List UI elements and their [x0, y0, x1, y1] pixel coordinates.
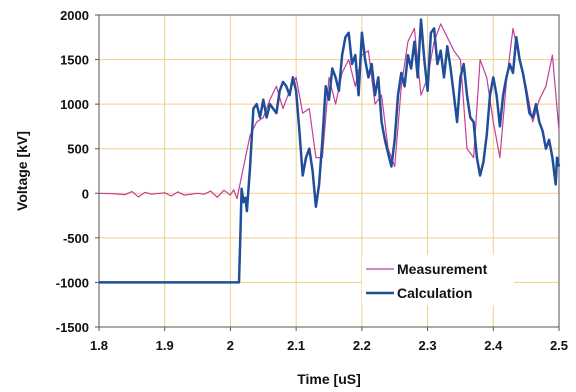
legend-background [362, 255, 514, 305]
y-tick-label: 0 [82, 186, 89, 201]
x-tick-label: 1.9 [156, 338, 174, 353]
legend-label-calculation: Calculation [397, 285, 472, 301]
x-tick-label: 2.1 [287, 338, 305, 353]
y-axis-title: Voltage [kV] [14, 131, 30, 211]
x-axis-tick-labels: 1.8 1.9 2 2.1 2.2 2.3 2.4 2.5 [90, 338, 568, 353]
x-tick-label: 2.5 [550, 338, 568, 353]
series-lines [98, 18, 561, 284]
y-tick-label: 2000 [60, 8, 89, 23]
x-tick-label: 1.8 [90, 338, 108, 353]
x-tick-label: 2.4 [484, 338, 503, 353]
y-tick-label: 1000 [60, 97, 89, 112]
y-tick-label: -1500 [56, 320, 89, 335]
axis-ticks [95, 14, 560, 331]
y-axis-tick-labels: -1500 -1000 -500 0 500 1000 1500 2000 [56, 8, 89, 335]
legend-label-measurement: Measurement [397, 261, 488, 277]
x-axis-title: Time [uS] [297, 371, 361, 387]
series-line-calculation [99, 18, 561, 284]
plot-area-frame [98, 14, 560, 328]
x-tick-label: 2.2 [353, 338, 371, 353]
y-tick-label: 500 [67, 142, 89, 157]
legend: Measurement Calculation [362, 255, 514, 305]
y-tick-label: -1000 [56, 275, 89, 290]
y-tick-label: -500 [63, 231, 89, 246]
x-tick-label: 2.3 [419, 338, 437, 353]
x-tick-label: 2 [227, 338, 234, 353]
y-tick-label: 1500 [60, 53, 89, 68]
